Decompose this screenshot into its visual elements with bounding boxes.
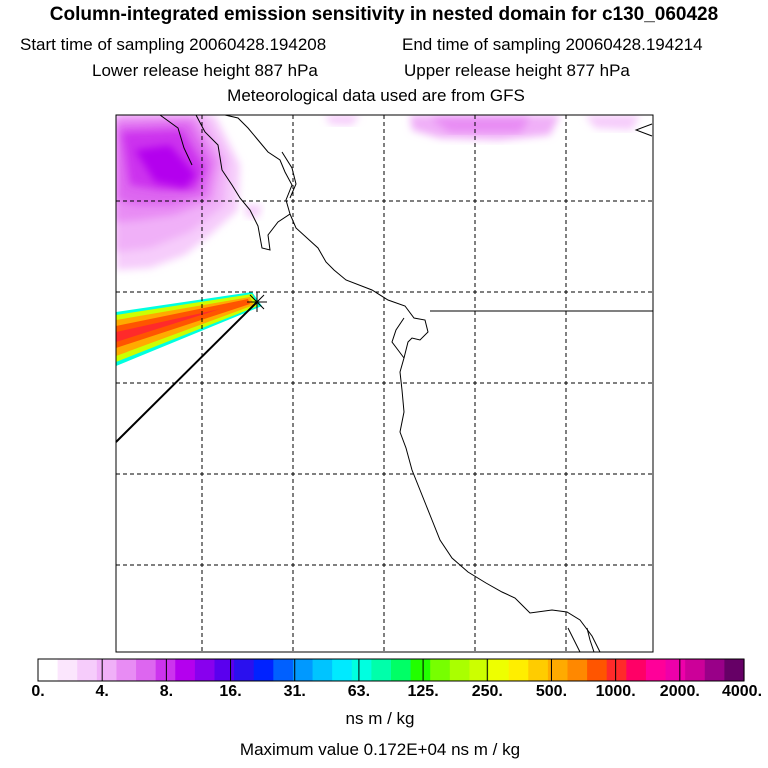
colorbar-segment (351, 659, 372, 681)
colorbar-segment (292, 659, 314, 681)
colorbar-tick-label: 2000. (659, 683, 700, 700)
colorbar-segment (116, 659, 137, 681)
met-data-label: Meteorological data used are from GFS (227, 86, 525, 105)
colorbar-tick-label: 4000. (721, 683, 763, 700)
colorbar-tick-label: 31. (283, 683, 306, 700)
colorbar-segment (430, 659, 451, 681)
colorbar-segment (253, 659, 274, 681)
colorbar-units: ns m / kg (345, 709, 415, 728)
colorbar-tick-label: 63. (347, 683, 371, 700)
release-point-marker (247, 292, 267, 312)
colorbar-tick-label: 125. (407, 683, 439, 700)
colorbar-tick-label: 16. (219, 683, 242, 700)
colorbar-segment (38, 659, 59, 681)
colorbar-segment (704, 659, 725, 681)
colorbar-segment (449, 659, 471, 681)
colorbar-frame (37, 658, 745, 682)
colorbar-segment (665, 659, 686, 681)
colorbar-tick-label: 8. (159, 683, 174, 700)
colorbar-segment (194, 659, 216, 681)
colorbar-tick-label: 250. (471, 683, 503, 700)
colorbar-segment (685, 659, 706, 681)
colorbar-segment (528, 659, 549, 681)
end-time-label: End time of sampling 20060428.194214 (402, 35, 703, 54)
colorbar-segment (77, 659, 98, 681)
colorbar-segment (626, 659, 647, 681)
colorbar-tick-label: 500. (535, 683, 568, 700)
colorbar-segment (410, 659, 431, 681)
colorbar-segment (312, 659, 333, 681)
coastline (159, 114, 653, 653)
map-frame (115, 114, 654, 653)
colorbar-segment (547, 659, 569, 681)
colorbar-segment (214, 659, 235, 681)
colorbar-segment (508, 659, 529, 681)
colorbar-segment (645, 659, 667, 681)
colorbar-segment (234, 659, 255, 681)
colorbar-segment (136, 659, 157, 681)
sensitivity-field (116, 115, 640, 366)
plot-title: Column-integrated emission sensitivity i… (49, 4, 719, 25)
colorbar (38, 659, 745, 681)
colorbar-segment (57, 659, 78, 681)
start-time-label: Start time of sampling 20060428.194208 (20, 35, 327, 54)
colorbar-segment (273, 659, 294, 681)
colorbar-segment (155, 659, 176, 681)
flight-track (115, 301, 258, 443)
colorbar-segment (371, 659, 392, 681)
colorbar-segment (332, 659, 353, 681)
colorbar-segment (469, 659, 490, 681)
colorbar-segment (567, 659, 588, 681)
sensitivity-patches-north (245, 115, 640, 218)
colorbar-segment (96, 659, 118, 681)
colorbar-segment (606, 659, 627, 681)
upper-release-height-label: Upper release height 877 hPa (404, 61, 630, 80)
map-grid (116, 115, 653, 652)
colorbar-segment (587, 659, 608, 681)
colorbar-segment (391, 659, 412, 681)
maximum-value-label: Maximum value 0.172E+04 ns m / kg (239, 740, 521, 759)
colorbar-segment (175, 659, 196, 681)
colorbar-segment (724, 659, 745, 681)
colorbar-tick-label: 1000. (595, 683, 636, 700)
colorbar-tick-label: 0. (31, 683, 45, 700)
lower-release-height-label: Lower release height 887 hPa (92, 61, 318, 80)
sensitivity-plume-band (116, 292, 262, 366)
sensitivity-plume-northwest (116, 115, 240, 270)
colorbar-tick-label: 4. (95, 683, 109, 700)
colorbar-segment (489, 659, 510, 681)
